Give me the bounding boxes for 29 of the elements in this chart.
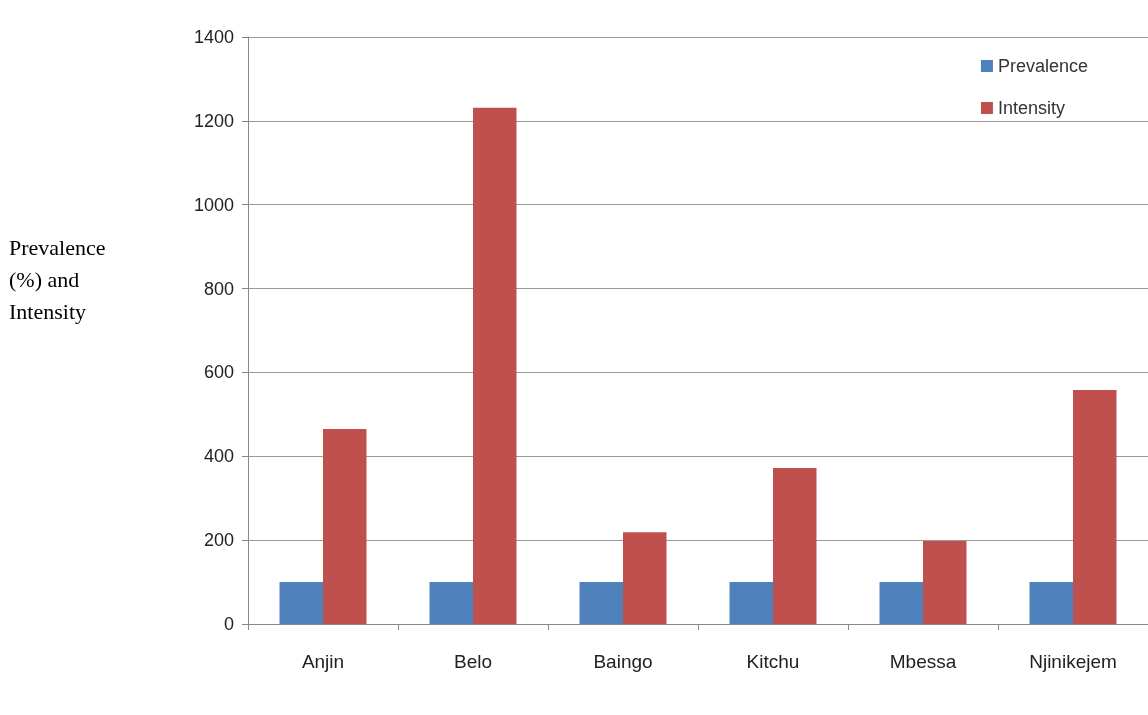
bar [279, 582, 323, 624]
bar [429, 582, 473, 624]
y-tick-label: 800 [203, 278, 234, 299]
bar [879, 582, 923, 624]
y-tick-label: 200 [203, 530, 234, 551]
x-tick-label: Belo [453, 651, 493, 672]
y-tick-label: 1200 [193, 110, 234, 131]
y-tick-label: 400 [203, 446, 234, 467]
y-tick-label: 1000 [193, 194, 234, 215]
x-tick-label: Baingo [593, 651, 653, 672]
y-axis-title: Prevalence (%) and Intensity [9, 234, 107, 326]
bar [729, 582, 773, 624]
legend-label: Intensity [997, 98, 1065, 118]
x-tick-label: Mbessa [889, 651, 957, 672]
x-tick-label: Njinikejem [1029, 651, 1117, 672]
bar [473, 107, 517, 624]
bar [323, 429, 367, 624]
bar [1073, 390, 1117, 624]
x-tick-label: Anjin [301, 651, 345, 672]
y-tick-label: 0 [223, 614, 234, 634]
bar [579, 582, 623, 624]
y-tick-label: 1400 [193, 27, 234, 47]
bar [923, 540, 967, 624]
legend-label: Prevalence [997, 56, 1089, 76]
x-tick-label: Kitchu [746, 651, 800, 672]
bar [1029, 582, 1073, 624]
bar [623, 532, 667, 624]
bar [773, 468, 817, 624]
y-tick-label: 600 [203, 362, 234, 383]
